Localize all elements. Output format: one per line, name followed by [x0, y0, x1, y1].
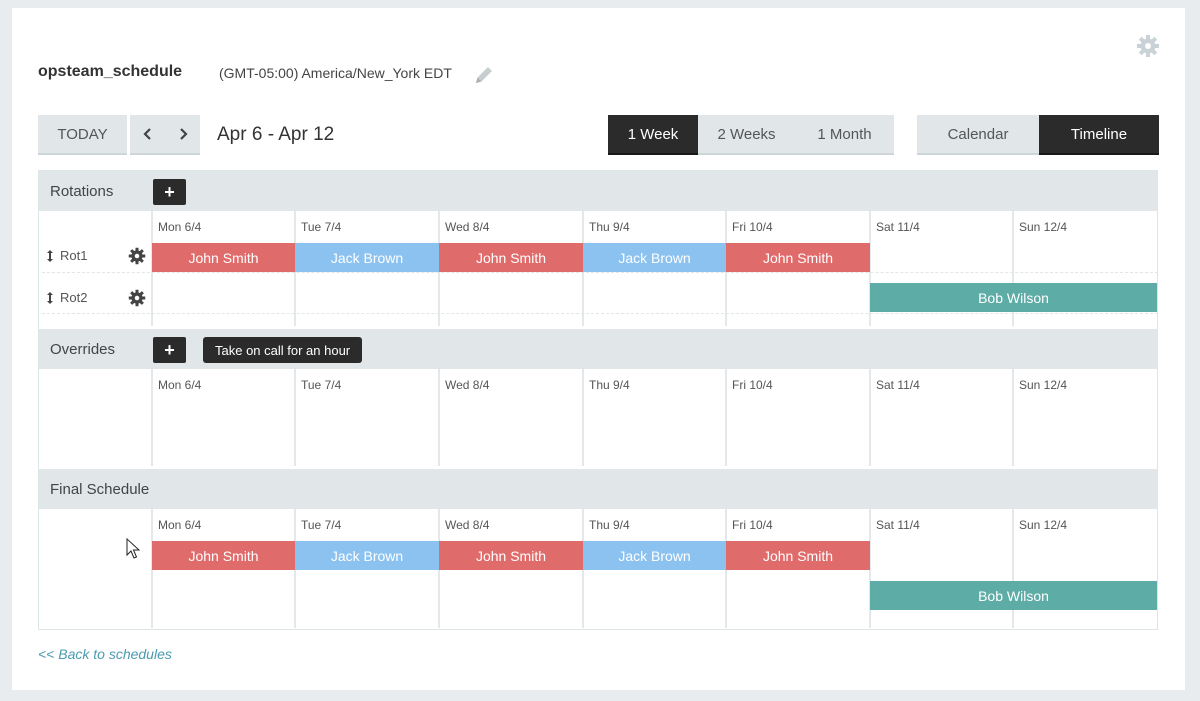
rotations-header: Rotations	[39, 171, 1158, 211]
grid-line	[582, 369, 584, 466]
rotation-gear-icon[interactable]	[128, 289, 146, 307]
shift-bar[interactable]: John Smith	[152, 243, 295, 272]
range-2-weeks[interactable]: 2 Weeks	[698, 115, 795, 155]
day-header: Sun 12/4	[1019, 518, 1068, 532]
grid-line	[869, 369, 871, 466]
shift-bar[interactable]: John Smith	[439, 243, 583, 272]
schedule-title: opsteam_schedule	[38, 63, 183, 80]
grid-line	[438, 369, 440, 466]
range-1-week[interactable]: 1 Week	[608, 115, 698, 155]
grid-line	[1012, 369, 1014, 466]
shift-bar[interactable]: Bob Wilson	[870, 283, 1157, 312]
rotation-name: Rot1	[60, 248, 88, 263]
drag-handle-icon[interactable]	[46, 249, 54, 263]
day-header: Mon 6/4	[158, 518, 202, 532]
final-shift-bar[interactable]: Jack Brown	[583, 541, 726, 570]
back-to-schedules-link[interactable]: << Back to schedules	[38, 646, 172, 662]
today-button[interactable]: TODAY	[38, 115, 127, 155]
rotation-name: Rot2	[60, 290, 88, 305]
rotation-row-label: Rot1	[46, 248, 87, 263]
overrides-label: Overrides	[50, 341, 116, 358]
rotation-row-label: Rot2	[46, 290, 87, 305]
day-header: Tue 7/4	[301, 378, 342, 392]
grid-line	[294, 369, 296, 466]
gear-icon[interactable]	[1136, 34, 1160, 58]
view-timeline[interactable]: Timeline	[1039, 115, 1159, 155]
date-range: Apr 6 - Apr 12	[217, 124, 335, 145]
chevron-right-icon	[179, 128, 188, 140]
final-shift-bar[interactable]: John Smith	[726, 541, 870, 570]
day-header: Wed 8/4	[445, 220, 490, 234]
pencil-icon[interactable]	[472, 63, 496, 87]
day-header: Fri 10/4	[732, 378, 773, 392]
grid-line	[151, 369, 153, 466]
add-rotation-button[interactable]: +	[153, 179, 186, 205]
final-schedule-header: Final Schedule	[39, 469, 1158, 509]
final-shift-bar[interactable]: John Smith	[152, 541, 295, 570]
rotation-gear-icon[interactable]	[128, 247, 146, 265]
final-schedule-label: Final Schedule	[50, 481, 150, 498]
grid-line	[725, 369, 727, 466]
grid-line	[1012, 509, 1014, 628]
day-header: Fri 10/4	[732, 518, 773, 532]
shift-bar[interactable]: Jack Brown	[295, 243, 439, 272]
day-header: Sat 11/4	[876, 220, 920, 234]
day-header: Sun 12/4	[1019, 220, 1068, 234]
day-header: Thu 9/4	[589, 378, 630, 392]
add-override-button[interactable]: +	[153, 337, 186, 363]
timezone-label: (GMT-05:00) America/New_York EDT	[219, 65, 452, 81]
day-header: Mon 6/4	[158, 220, 202, 234]
rotations-label: Rotations	[50, 183, 114, 200]
next-button[interactable]	[165, 115, 200, 155]
day-header: Wed 8/4	[445, 518, 490, 532]
day-header: Sat 11/4	[876, 378, 920, 392]
range-1-month[interactable]: 1 Month	[795, 115, 894, 155]
day-header: Tue 7/4	[301, 518, 342, 532]
grid-line	[869, 211, 871, 326]
day-header: Sun 12/4	[1019, 378, 1068, 392]
grid-line	[869, 509, 871, 628]
final-shift-bar[interactable]: Bob Wilson	[870, 581, 1157, 610]
shift-bar[interactable]: John Smith	[726, 243, 870, 272]
drag-handle-icon[interactable]	[46, 291, 54, 305]
final-shift-bar[interactable]: Jack Brown	[295, 541, 439, 570]
view-calendar[interactable]: Calendar	[917, 115, 1039, 155]
day-header: Wed 8/4	[445, 378, 490, 392]
final-shift-bar[interactable]: John Smith	[439, 541, 583, 570]
chevron-left-icon	[142, 128, 151, 140]
day-header: Sat 11/4	[876, 518, 920, 532]
shift-bar[interactable]: Jack Brown	[583, 243, 726, 272]
row-divider	[42, 313, 1158, 314]
day-header: Mon 6/4	[158, 378, 202, 392]
row-divider	[42, 272, 1158, 273]
day-header: Thu 9/4	[589, 518, 630, 532]
add-override-tooltip: Take on call for an hour	[203, 337, 363, 363]
day-header: Thu 9/4	[589, 220, 630, 234]
mouse-cursor-icon	[126, 538, 140, 559]
schedule-card: opsteam_schedule (GMT-05:00) America/New…	[12, 8, 1185, 690]
schedule-grid	[38, 170, 1158, 630]
day-header: Fri 10/4	[732, 220, 773, 234]
prev-button[interactable]	[130, 115, 165, 155]
day-header: Tue 7/4	[301, 220, 342, 234]
grid-line	[1012, 211, 1014, 326]
